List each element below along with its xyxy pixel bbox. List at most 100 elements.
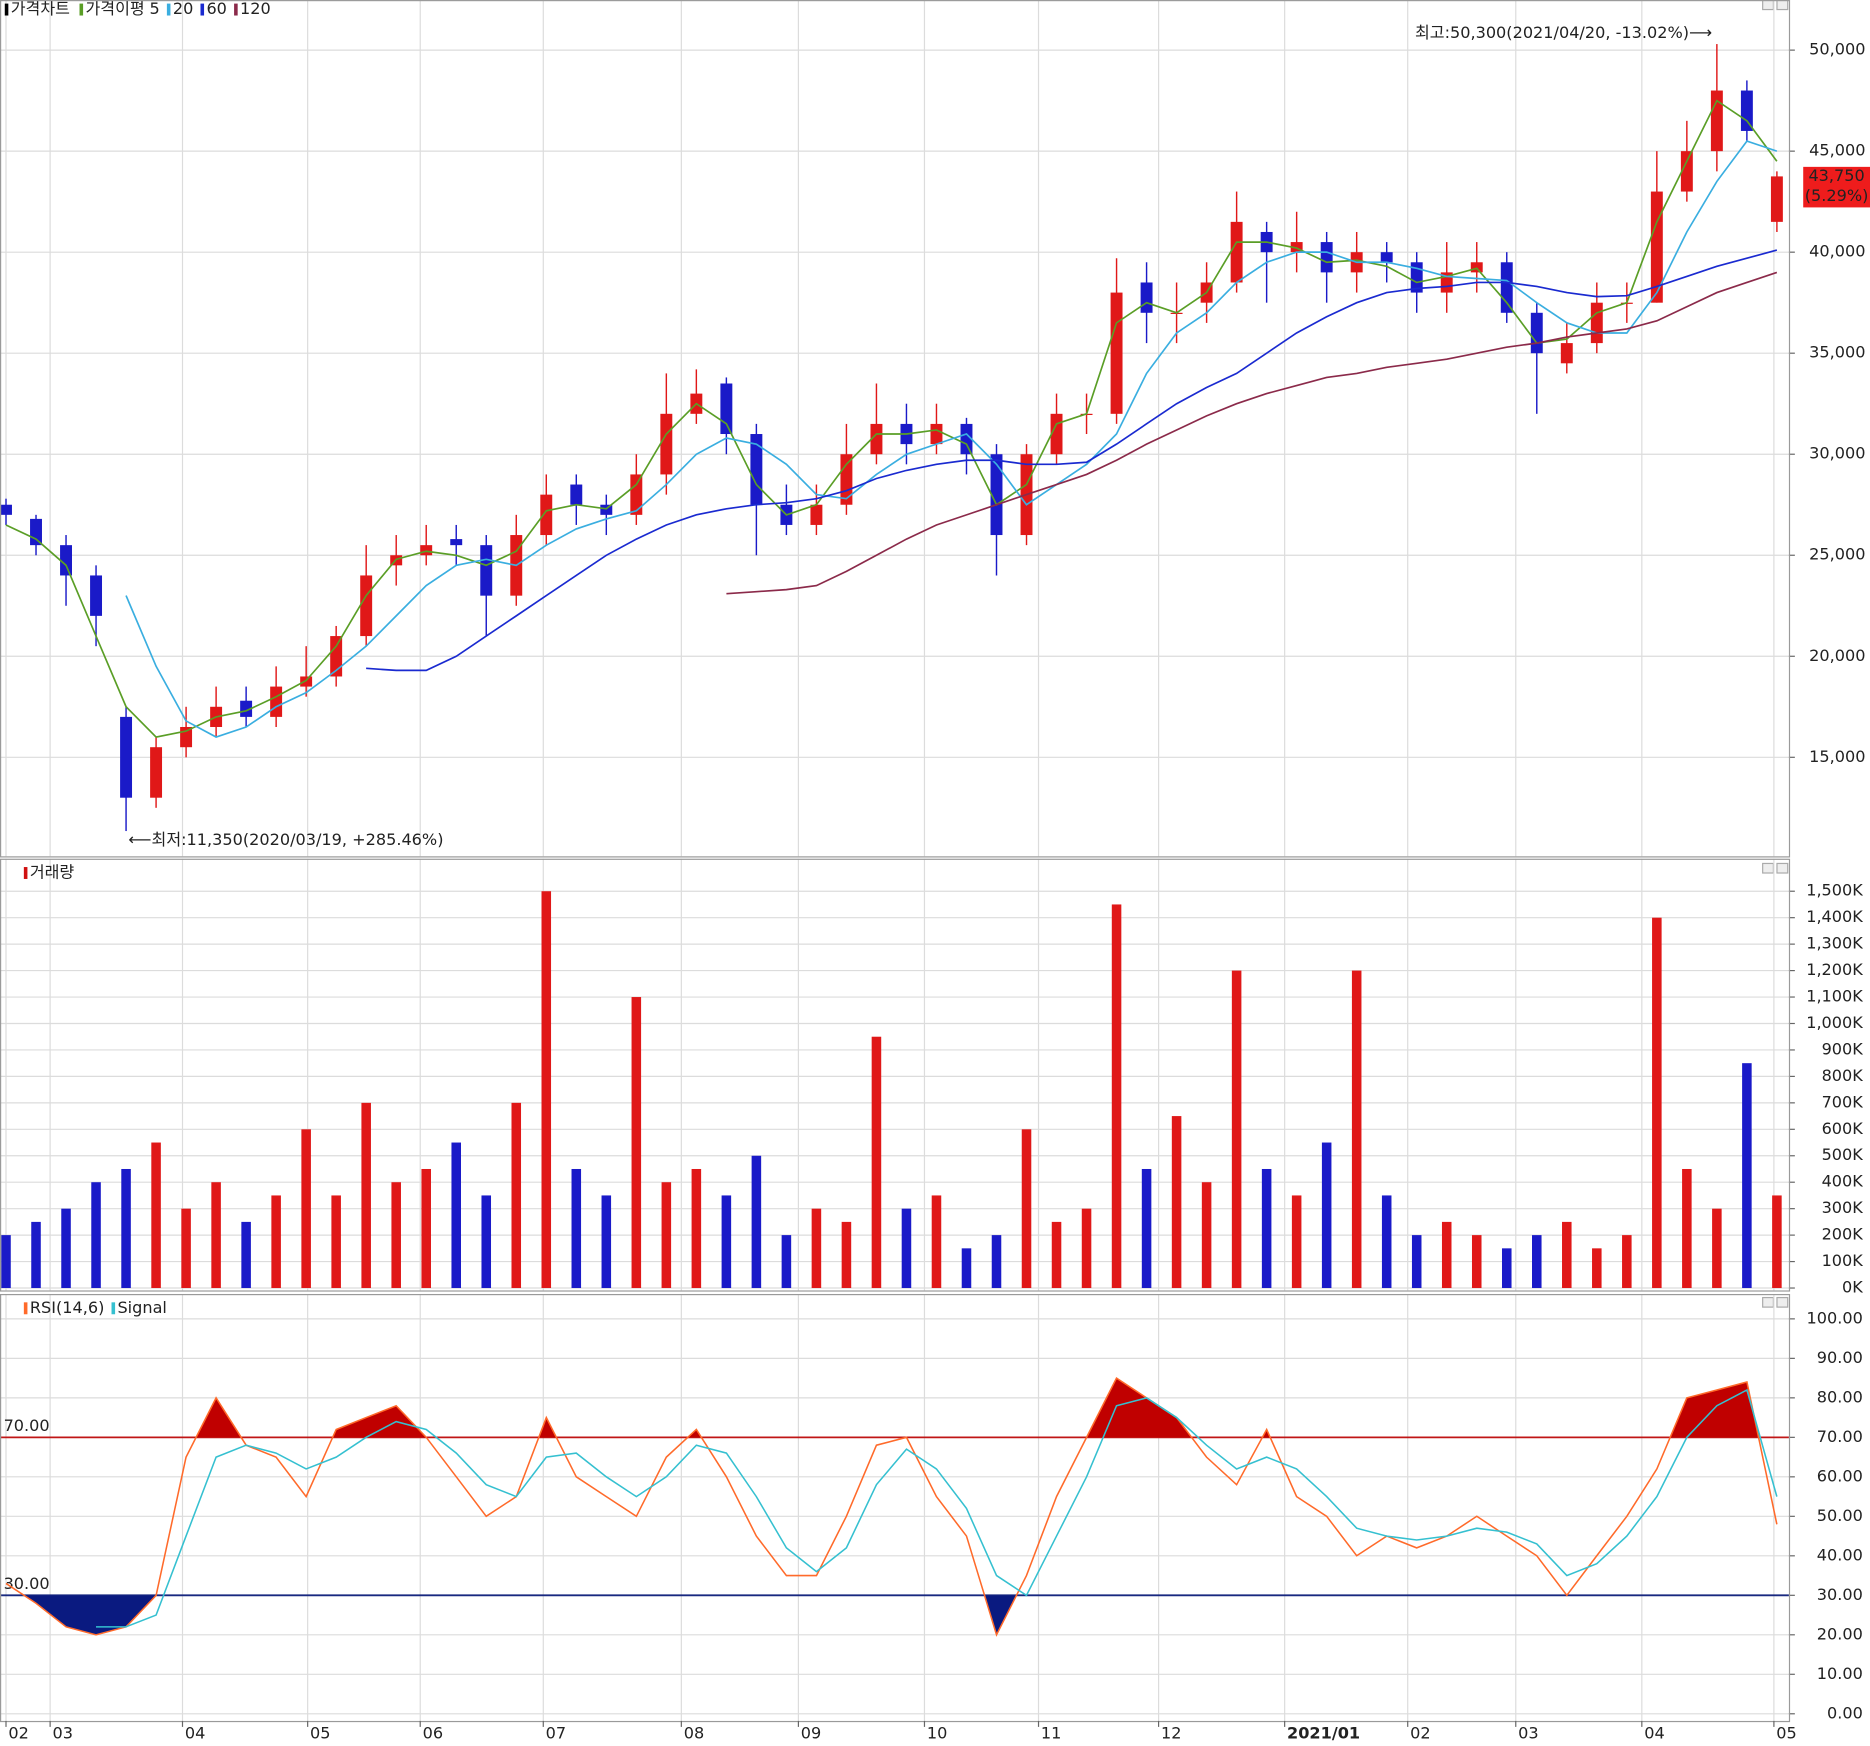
window-buttons[interactable] <box>1762 0 1789 1308</box>
y-tick-label: 1,100K <box>1806 987 1863 1006</box>
x-tick-label: 2021/01 <box>1287 1724 1360 1743</box>
candle-body <box>1740 90 1753 131</box>
legend-label: 가격이평 <box>85 0 144 18</box>
volume-bar <box>1291 1195 1302 1289</box>
candle-body <box>570 484 583 505</box>
volume-bar <box>181 1208 191 1289</box>
volume-bar <box>241 1221 251 1289</box>
volume-bar <box>631 997 642 1289</box>
candle-body <box>270 686 283 717</box>
candle-body <box>720 383 733 435</box>
y-tick-label: 1,200K <box>1806 960 1863 979</box>
volume-bar <box>1171 1116 1182 1289</box>
volume-bar <box>961 1248 972 1289</box>
moving-average-line <box>366 249 1778 672</box>
x-tick-label: 04 <box>1644 1724 1664 1743</box>
x-tick-label: 12 <box>1161 1724 1181 1743</box>
y-tick-label: 40.00 <box>1817 1545 1863 1564</box>
y-tick-label: 40,000 <box>1809 242 1865 261</box>
y-tick-label: 50.00 <box>1817 1506 1863 1525</box>
volume-bar <box>1 1235 11 1289</box>
y-tick-label: 700K <box>1822 1092 1864 1111</box>
volume-bar <box>931 1195 942 1289</box>
candle-body <box>1500 262 1513 313</box>
x-tick-label: 02 <box>8 1724 28 1743</box>
x-tick-label: 06 <box>423 1724 443 1743</box>
candle-body <box>1380 252 1393 263</box>
candle-body <box>750 434 763 505</box>
y-tick-label: 15,000 <box>1809 747 1865 766</box>
y-tick-label: 20,000 <box>1809 646 1865 665</box>
volume-bar <box>721 1195 732 1289</box>
high-annotation: 최고:50,300(2021/04/20, -13.02%)⟶ <box>1415 23 1712 42</box>
x-tick-label: 08 <box>684 1724 704 1743</box>
legend-label: RSI(14,6) <box>30 1298 105 1317</box>
candle-body <box>90 575 103 616</box>
volume-bar <box>1381 1195 1392 1289</box>
volume-bar <box>1772 1195 1782 1289</box>
volume-bar <box>1441 1221 1452 1289</box>
legend-label: 5 <box>149 0 159 18</box>
candle-body <box>1110 292 1123 414</box>
y-tick-label: 200K <box>1822 1225 1864 1244</box>
volume-bar <box>1411 1235 1422 1289</box>
volume-bar <box>61 1208 71 1289</box>
volume-bar <box>391 1182 401 1289</box>
y-tick-label: 1,400K <box>1806 907 1863 926</box>
candle-body <box>930 423 943 445</box>
volume-bar <box>1111 904 1122 1289</box>
legend-swatch <box>79 3 84 16</box>
legend-swatch <box>234 3 238 16</box>
volume-bar <box>1021 1129 1032 1289</box>
x-tick-label: 04 <box>185 1724 205 1743</box>
y-tick-label: 35,000 <box>1809 343 1865 362</box>
candle-body <box>60 545 72 576</box>
candle-body <box>1140 282 1153 313</box>
volume-bar <box>691 1168 702 1289</box>
candle-body <box>1560 343 1573 364</box>
moving-average-line <box>5 99 1778 738</box>
y-tick-label: 30.00 <box>1817 1585 1863 1604</box>
candle-body <box>540 494 553 536</box>
y-tick-label: 0.00 <box>1827 1703 1863 1722</box>
volume-bar <box>811 1208 822 1289</box>
volume-bar <box>1261 1168 1272 1289</box>
legend-label: 20 <box>173 0 193 18</box>
y-tick-label: 100K <box>1822 1251 1864 1270</box>
volume-bar <box>361 1102 371 1289</box>
y-tick-label: 25,000 <box>1809 545 1865 564</box>
panel-frame <box>0 1293 1791 1723</box>
volume-bar <box>31 1221 41 1289</box>
volume-bar <box>1231 970 1242 1289</box>
legend-swatch <box>4 3 9 16</box>
volume-bar <box>1742 1063 1752 1289</box>
moving-average-line <box>726 271 1778 595</box>
candle-body <box>1710 90 1723 152</box>
candle-body <box>1680 151 1693 192</box>
legend-swatch <box>23 867 28 879</box>
y-tick-label: 800K <box>1822 1066 1864 1085</box>
legend-label: 가격차트 <box>11 0 70 18</box>
candle-body <box>1470 262 1483 273</box>
legend-swatch <box>23 1302 28 1315</box>
y-tick-label: 20.00 <box>1817 1624 1863 1643</box>
y-tick-label: 60.00 <box>1817 1466 1863 1485</box>
legend-label: Signal <box>117 1298 166 1317</box>
candle-body <box>600 504 613 515</box>
threshold-label: 30.00 <box>4 1574 50 1593</box>
candle-body <box>1410 262 1423 293</box>
y-tick-label: 1,000K <box>1806 1013 1863 1032</box>
volume-bar <box>1351 970 1362 1289</box>
candle-body <box>0 504 12 515</box>
volume-bar <box>511 1102 522 1289</box>
panel-frame <box>0 858 1791 1292</box>
y-tick-label: 80.00 <box>1817 1387 1863 1406</box>
x-tick-label: 05 <box>1776 1724 1796 1743</box>
volume-bar <box>451 1142 462 1289</box>
candle-body <box>330 636 343 677</box>
candle-body <box>1290 242 1303 253</box>
x-tick-label: 11 <box>1041 1724 1061 1743</box>
candle-body <box>480 545 493 596</box>
